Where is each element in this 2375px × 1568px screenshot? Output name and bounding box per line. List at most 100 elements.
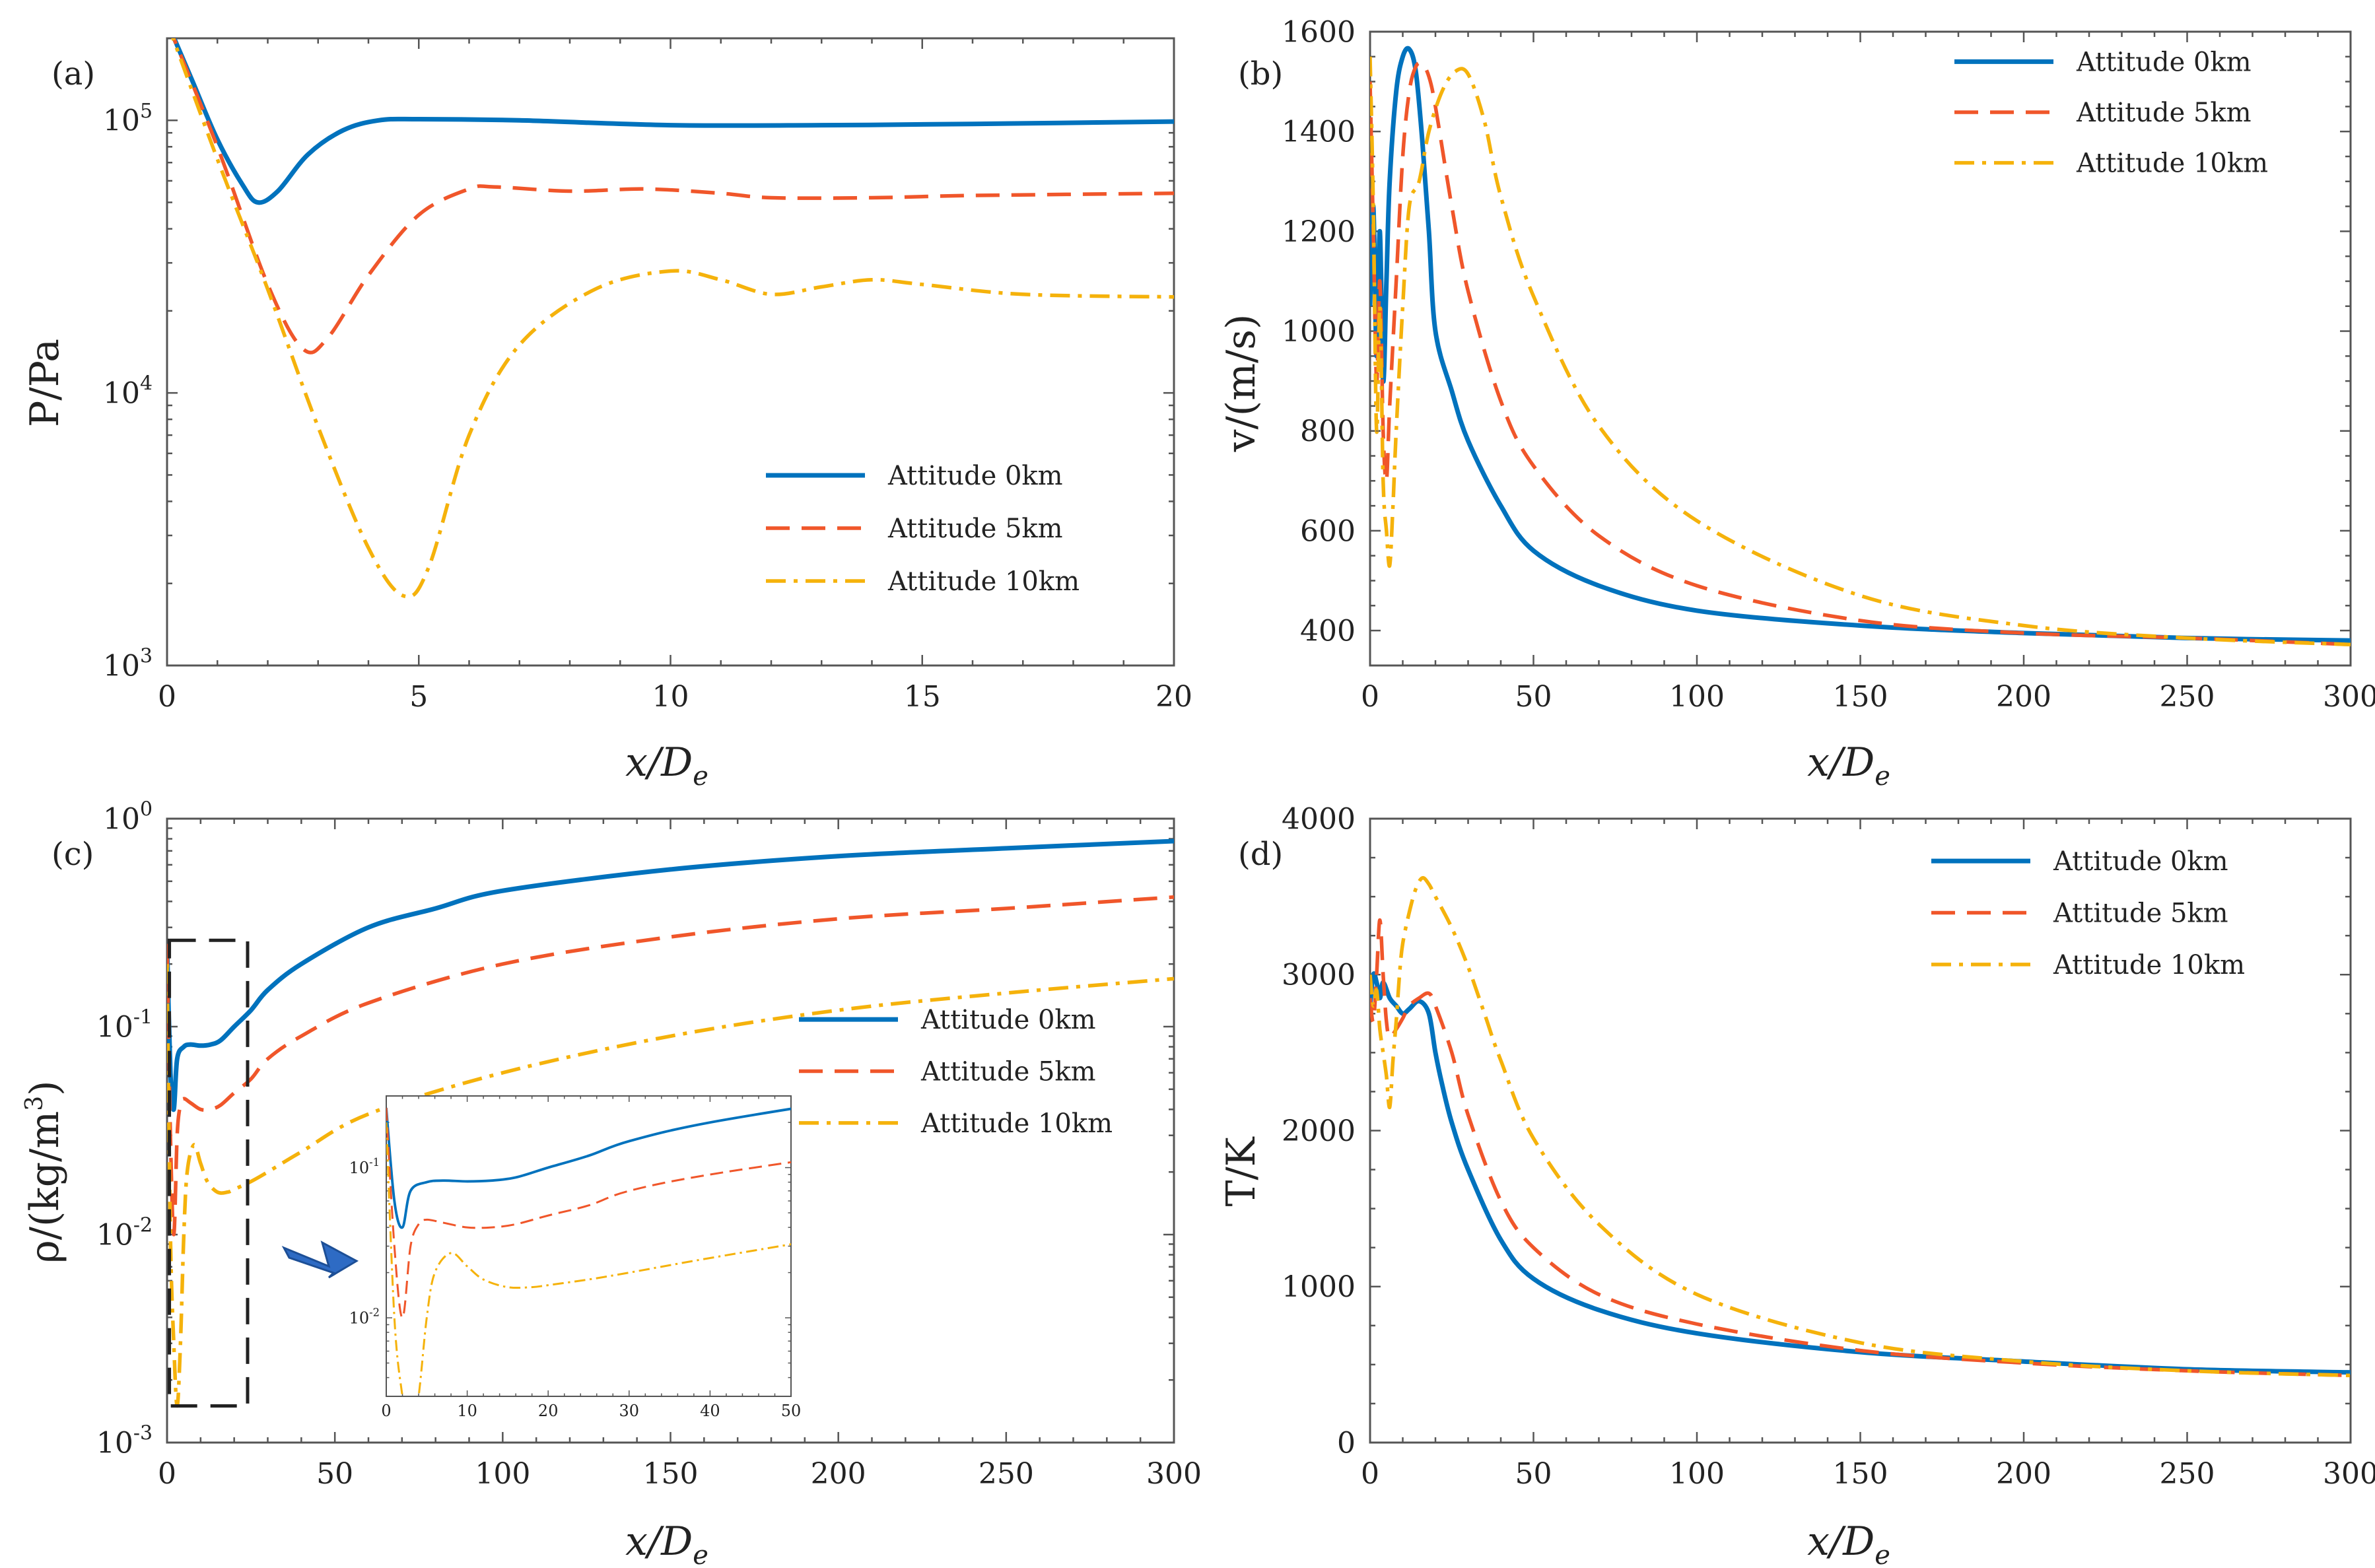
y-tick-label: 1000: [1282, 1270, 1356, 1304]
y-tick-label: 104: [103, 372, 153, 411]
svg-text:v/(m/s): v/(m/s): [1218, 314, 1264, 453]
y-tick-label: 4000: [1282, 802, 1356, 836]
x-tick-label: 150: [1833, 680, 1888, 714]
panel-b-xlabel: x/De: [1807, 739, 1890, 792]
x-tick-label: 250: [979, 1457, 1034, 1491]
inset-plot: 0 10 20 30 40 50 10-2 10-1: [349, 1095, 802, 1420]
y-tick-label: 10-1: [96, 1006, 153, 1044]
x-tick-label: 150: [643, 1457, 699, 1491]
panel-a-label: (a): [52, 55, 95, 92]
panel-a-xlabel: x/De: [625, 739, 708, 792]
panel-c-series-line-1: [167, 895, 1174, 1237]
x-tick-label: 50: [781, 1402, 802, 1420]
x-tick-label: 20: [1155, 680, 1192, 714]
panel-c-density: (c) ρ/(kg/m3) x/De: [21, 836, 708, 1568]
panel-b-series-line-0: [1370, 46, 2351, 643]
panel-c-series-line-0: [167, 838, 1174, 1112]
y-tick-label: 1200: [1282, 215, 1356, 249]
panel-d-series-line-1: [1370, 918, 2351, 1378]
legend-label-1: Attitude 5km: [2053, 899, 2228, 929]
svg-text:x/De: x/De: [625, 1518, 708, 1568]
x-tick-label: 30: [619, 1402, 640, 1420]
panel-c-series-line-2: [167, 964, 1174, 1408]
y-tick-label: 103: [103, 645, 153, 683]
panel-a-plot: 0 5 10 15 20 103 104 105 Attitude 0km Attitude 5k…: [103, 37, 1192, 714]
zoom-region-box: [168, 938, 250, 1408]
x-tick-label: 20: [538, 1402, 559, 1420]
x-tick-label: 300: [1146, 1457, 1202, 1491]
svg-text:ρ/(kg/m3): ρ/(kg/m3): [21, 1080, 68, 1263]
y-tick-label: 400: [1300, 614, 1356, 648]
legend-label-1: Attitude 5km: [920, 1057, 1096, 1087]
svg-text:x/De: x/De: [1807, 739, 1890, 792]
y-tick-label: 1600: [1282, 15, 1356, 49]
x-tick-label: 50: [1515, 680, 1552, 714]
panel-c-series-line-2: [386, 1122, 791, 1396]
x-tick-label: 50: [316, 1457, 353, 1491]
svg-text:x/De: x/De: [1807, 1518, 1890, 1568]
legend-label-1: Attitude 5km: [887, 514, 1063, 544]
legend-label-2: Attitude 10km: [887, 566, 1080, 597]
legend-label-2: Attitude 10km: [2053, 950, 2245, 980]
x-tick-label: 150: [1833, 1457, 1888, 1491]
y-tick-label: 2000: [1282, 1114, 1356, 1148]
x-tick-label: 200: [1996, 680, 2051, 714]
y-tick-label: 3000: [1282, 959, 1356, 992]
x-tick-label: 200: [811, 1457, 866, 1491]
x-tick-label: 0: [1361, 1457, 1379, 1491]
x-tick-label: 300: [2323, 1457, 2375, 1491]
panel-a-pressure: (a) P/Pa x/De: [22, 55, 708, 792]
svg-text:x/De: x/De: [625, 739, 708, 792]
panel-b-velocity: (b) v/(m/s) x/De: [1218, 55, 1890, 792]
panel-d-plot: 0 50 100 150 200 250 30001000200030004000Attit…: [1282, 802, 2375, 1491]
x-tick-label: 0: [158, 1457, 176, 1491]
panel-c-xlabel: x/De: [625, 1518, 708, 1568]
x-tick-label: 250: [2160, 1457, 2215, 1491]
panel-b-series-line-2: [1370, 56, 2351, 647]
svg-text:T/K: T/K: [1218, 1136, 1264, 1206]
inset-background: [386, 1096, 791, 1396]
panel-a-ylabel: P/Pa: [22, 339, 68, 427]
x-tick-label: 300: [2323, 680, 2375, 714]
legend-label-0: Attitude 0km: [920, 1005, 1096, 1035]
panel-d-temperature: (d) T/K x/De: [1218, 836, 1890, 1568]
panel-c-ylabel: ρ/(kg/m3): [21, 1080, 68, 1263]
panel-b-label: (b): [1238, 55, 1283, 92]
panel-b-ylabel: v/(m/s): [1218, 314, 1264, 453]
panel-d-label: (d): [1238, 836, 1283, 873]
svg-text:P/Pa: P/Pa: [22, 339, 68, 427]
panel-c-series-line-0: [386, 1107, 791, 1229]
x-tick-label: 200: [1996, 1457, 2051, 1491]
y-tick-label: 105: [103, 100, 153, 138]
x-tick-label: 10: [457, 1402, 477, 1420]
y-tick-label: 600: [1300, 514, 1356, 548]
legend-label-1: Attitude 5km: [2076, 98, 2252, 128]
y-tick-label: 100: [103, 798, 153, 836]
x-tick-label: 15: [904, 680, 941, 714]
y-tick-label: 0: [1337, 1426, 1356, 1460]
x-tick-label: 40: [700, 1402, 720, 1420]
panel-d-xlabel: x/De: [1807, 1518, 1890, 1568]
x-tick-label: 0: [158, 680, 176, 714]
panel-a-series-line-1: [172, 38, 1174, 355]
x-tick-label: 100: [1669, 680, 1725, 714]
y-tick-label: 10-1: [349, 1156, 380, 1177]
panel-b-plot: 0 50 100 150 200 250 300 400 600 800 1000 1200 1400 1…: [1282, 15, 2375, 714]
x-tick-label: 0: [381, 1402, 391, 1420]
y-tick-label: 10-2: [349, 1307, 380, 1328]
legend-label-0: Attitude 0km: [887, 461, 1063, 491]
zoom-arrow-icon: [281, 1241, 359, 1279]
x-tick-label: 100: [1669, 1457, 1725, 1491]
y-tick-label: 1400: [1282, 116, 1356, 149]
panel-a-series-line-2: [171, 38, 1174, 599]
legend-label-0: Attitude 0km: [2053, 846, 2228, 877]
y-tick-label: 10-3: [96, 1422, 153, 1460]
panel-b-series-line-1: [1370, 61, 2351, 647]
x-tick-label: 250: [2160, 680, 2215, 714]
y-tick-label: 800: [1300, 415, 1356, 448]
legend-label-2: Attitude 10km: [2076, 149, 2268, 179]
x-tick-label: 50: [1515, 1457, 1552, 1491]
x-tick-label: 5: [409, 680, 428, 714]
panel-a-series-line-0: [171, 38, 1174, 205]
